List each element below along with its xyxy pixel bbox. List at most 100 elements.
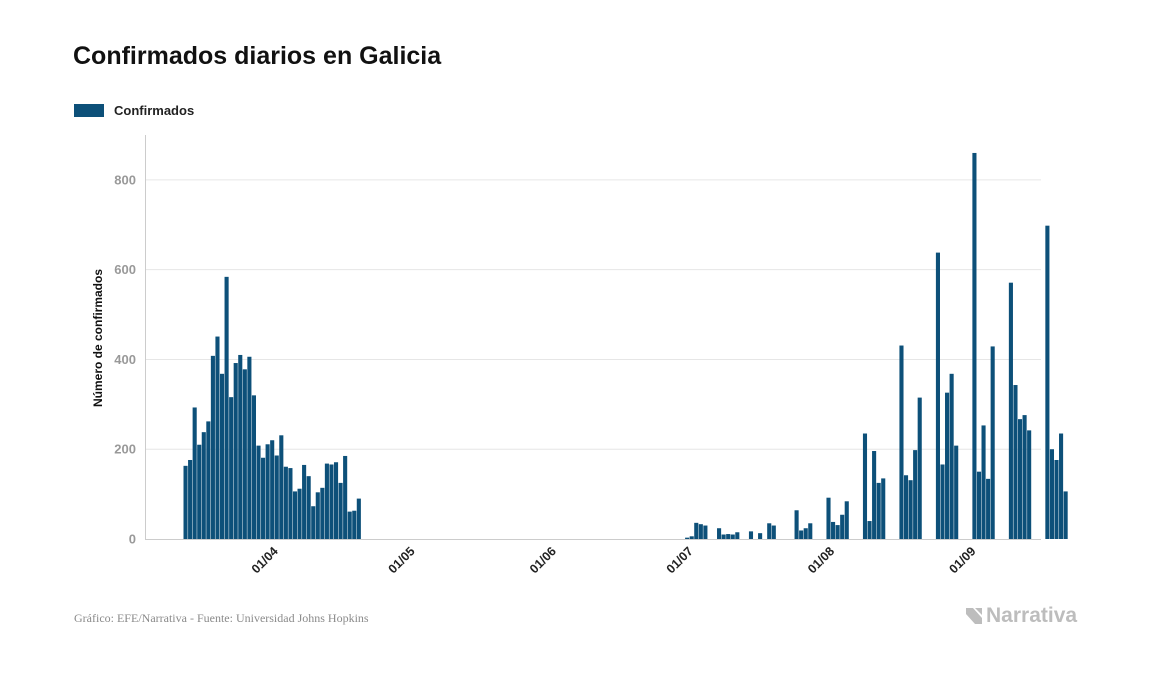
y-tick-label: 800 bbox=[114, 172, 136, 187]
bar bbox=[1063, 491, 1068, 539]
bar bbox=[302, 464, 307, 539]
bar bbox=[210, 355, 215, 539]
bar bbox=[292, 491, 298, 539]
grid-lines bbox=[145, 179, 1041, 450]
chart-title: Confirmados diarios en Galicia bbox=[73, 42, 442, 70]
bar bbox=[1059, 433, 1064, 539]
source-footer: Gráfico: EFE/Narrativa - Fuente: Univers… bbox=[74, 611, 369, 625]
bar bbox=[283, 466, 288, 539]
bar bbox=[251, 395, 256, 539]
bar bbox=[940, 464, 945, 539]
bar bbox=[288, 468, 293, 539]
bar bbox=[256, 445, 261, 539]
bar bbox=[689, 536, 694, 539]
bar bbox=[1017, 419, 1023, 539]
y-axis-label: Número de confirmados bbox=[91, 269, 105, 407]
y-axis-ticks: 0 200 400 600 800 bbox=[114, 172, 136, 546]
legend-label: Confirmados bbox=[114, 103, 195, 118]
bar bbox=[949, 373, 954, 539]
bar bbox=[1054, 459, 1059, 539]
bar bbox=[242, 369, 247, 539]
bar bbox=[935, 252, 940, 539]
bar bbox=[899, 345, 904, 539]
y-tick-label: 400 bbox=[114, 352, 136, 367]
bar bbox=[703, 525, 708, 539]
bar bbox=[808, 523, 813, 539]
bar bbox=[261, 457, 266, 539]
bar bbox=[338, 482, 343, 539]
bar bbox=[347, 511, 352, 539]
bar bbox=[201, 432, 206, 539]
bar bbox=[279, 435, 284, 539]
bar bbox=[183, 465, 188, 539]
bar bbox=[229, 397, 234, 539]
bar bbox=[917, 397, 922, 539]
x-tick-label: 01/09 bbox=[946, 544, 978, 576]
bar bbox=[767, 523, 772, 539]
x-tick-label: 01/07 bbox=[664, 544, 696, 576]
bar bbox=[945, 392, 950, 539]
bar bbox=[835, 525, 840, 539]
bar bbox=[1022, 415, 1027, 539]
bar bbox=[329, 464, 334, 539]
bar bbox=[1045, 225, 1050, 540]
bar bbox=[758, 533, 763, 539]
bar bbox=[903, 475, 909, 539]
bar bbox=[717, 528, 722, 539]
bar bbox=[954, 445, 959, 539]
bar bbox=[247, 356, 252, 539]
bar bbox=[356, 498, 361, 539]
bar bbox=[320, 487, 325, 539]
bar bbox=[908, 480, 913, 539]
bar bbox=[324, 463, 329, 539]
bar bbox=[862, 433, 868, 539]
bar bbox=[233, 363, 238, 539]
bar bbox=[726, 534, 731, 539]
bar bbox=[872, 451, 877, 539]
bar bbox=[981, 425, 986, 539]
bar bbox=[881, 478, 886, 539]
bar bbox=[206, 421, 211, 539]
y-tick-label: 600 bbox=[114, 262, 136, 277]
bar bbox=[685, 537, 690, 539]
bar bbox=[333, 462, 339, 539]
narrativa-logo-text: Narrativa bbox=[986, 604, 1078, 627]
bar bbox=[306, 476, 311, 539]
bar bbox=[799, 530, 804, 539]
bar bbox=[297, 488, 302, 539]
bar bbox=[238, 354, 243, 539]
bar bbox=[192, 407, 197, 539]
bar bbox=[794, 510, 799, 539]
bar bbox=[976, 471, 982, 539]
bar bbox=[188, 459, 193, 539]
bar bbox=[698, 524, 703, 539]
bar bbox=[844, 501, 849, 539]
bar bbox=[219, 373, 225, 539]
bar bbox=[1008, 282, 1013, 539]
bar bbox=[730, 534, 735, 539]
legend-swatch bbox=[74, 104, 104, 117]
bar bbox=[274, 455, 279, 539]
bar bbox=[867, 521, 872, 539]
bar bbox=[826, 497, 831, 539]
narrativa-logo-icon bbox=[966, 608, 982, 624]
bar bbox=[352, 510, 357, 539]
bar bbox=[990, 346, 995, 539]
bar bbox=[311, 506, 316, 539]
x-tick-label: 01/06 bbox=[527, 544, 559, 576]
bar bbox=[197, 444, 202, 539]
bar bbox=[1013, 385, 1018, 539]
bar bbox=[1049, 449, 1054, 539]
bar bbox=[748, 531, 754, 539]
bars bbox=[183, 152, 1068, 540]
y-tick-label: 0 bbox=[129, 532, 136, 547]
bar bbox=[986, 478, 991, 539]
bar bbox=[343, 455, 348, 539]
x-tick-label: 01/05 bbox=[386, 544, 418, 576]
x-tick-label: 01/08 bbox=[805, 544, 837, 576]
bar bbox=[876, 482, 881, 539]
bar bbox=[771, 525, 776, 539]
y-tick-label: 200 bbox=[114, 442, 136, 457]
bar bbox=[735, 532, 740, 539]
